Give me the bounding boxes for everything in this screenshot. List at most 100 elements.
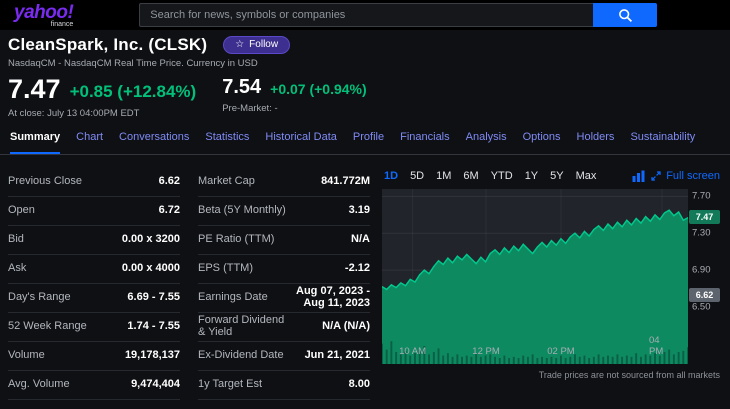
tab-bar: Summary Chart Conversations Statistics Histo… bbox=[0, 122, 730, 155]
tab-summary[interactable]: Summary bbox=[10, 131, 60, 154]
stat-row: EPS (TTM) -2.12 bbox=[198, 255, 370, 284]
stats-right: Market Cap841.772MBeta (5Y Monthly)3.19P… bbox=[198, 168, 370, 400]
stat-row: 1y Target Est 8.00 bbox=[198, 371, 370, 400]
tab-historical-data[interactable]: Historical Data bbox=[265, 131, 337, 154]
exchange-info: NasdaqCM - NasdaqCM Real Time Price. Cur… bbox=[8, 58, 730, 71]
range-1m[interactable]: 1M bbox=[436, 170, 451, 182]
price-chart[interactable]: 10 AM12 PM02 PM04 PM bbox=[382, 189, 688, 364]
stat-label: Forward Dividend & Yield bbox=[198, 315, 294, 338]
fullscreen-icon bbox=[651, 171, 661, 181]
x-axis-tick: 02 PM bbox=[547, 346, 574, 357]
yahoo-logo[interactable]: yahoo! finance bbox=[14, 3, 73, 28]
premarket-change: +0.07 (+0.94%) bbox=[270, 81, 367, 98]
range-5d[interactable]: 5D bbox=[410, 170, 424, 182]
tab-statistics[interactable]: Statistics bbox=[205, 131, 249, 154]
stat-label: PE Ratio (TTM) bbox=[198, 234, 274, 246]
finance-logo-text: finance bbox=[14, 21, 73, 28]
range-1y[interactable]: 1Y bbox=[525, 170, 538, 182]
range-max[interactable]: Max bbox=[576, 170, 597, 182]
quote-header: CleanSpark, Inc. (CLSK) ☆ Follow NasdaqC… bbox=[0, 30, 730, 120]
stat-value: -2.12 bbox=[345, 263, 370, 275]
range-6m[interactable]: 6M bbox=[463, 170, 478, 182]
stat-value: 0.00 x 4000 bbox=[122, 263, 180, 275]
stat-row: PE Ratio (TTM) N/A bbox=[198, 226, 370, 255]
x-axis-tick: 10 AM bbox=[399, 346, 426, 357]
chart-y-axis: 7.707.477.306.906.626.50 bbox=[688, 189, 722, 364]
tab-options[interactable]: Options bbox=[523, 131, 561, 154]
stat-value: 841.772M bbox=[321, 176, 370, 188]
premarket-price: 7.54 bbox=[222, 77, 261, 98]
stat-row: Ex-Dividend DateJun 21, 2021 bbox=[198, 342, 370, 371]
range-selector: 1D 5D 1M 6M YTD 1Y 5Y Max bbox=[384, 170, 596, 182]
y-axis-tick: 6.50 bbox=[692, 301, 711, 312]
stat-label: Previous Close bbox=[8, 176, 82, 188]
y-axis-tick: 7.30 bbox=[692, 227, 711, 238]
chart-footnote: Trade prices are not sourced from all ma… bbox=[382, 370, 722, 380]
stat-label: EPS (TTM) bbox=[198, 263, 253, 275]
range-ytd[interactable]: YTD bbox=[491, 170, 513, 182]
stat-label: Bid bbox=[8, 234, 24, 246]
stat-label: Day's Range bbox=[8, 292, 71, 304]
stat-value: Aug 07, 2023 - Aug 11, 2023 bbox=[278, 286, 370, 309]
stat-row: Forward Dividend & YieldN/A (N/A) bbox=[198, 313, 370, 342]
fullscreen-label: Full screen bbox=[666, 170, 720, 182]
stat-label: Market Cap bbox=[198, 176, 255, 188]
tab-analysis[interactable]: Analysis bbox=[466, 131, 507, 154]
fullscreen-button[interactable]: Full screen bbox=[651, 170, 720, 182]
stat-label: Beta (5Y Monthly) bbox=[198, 205, 286, 217]
stat-row: Day's Range 6.69 - 7.55 bbox=[8, 284, 180, 313]
price-section: 7.47 +0.85 (+12.84%) At close: July 13 0… bbox=[8, 77, 730, 120]
y-axis-tick: 6.90 bbox=[692, 264, 711, 275]
stat-row: Previous Close6.62 bbox=[8, 168, 180, 197]
y-axis-tick: 7.70 bbox=[692, 191, 711, 202]
tab-financials[interactable]: Financials bbox=[400, 131, 450, 154]
range-5y[interactable]: 5Y bbox=[550, 170, 563, 182]
stat-row: Volume19,178,137 bbox=[8, 342, 180, 371]
search-input[interactable] bbox=[139, 3, 593, 27]
chart-toolbar: 1D 5D 1M 6M YTD 1Y 5Y Max Full screen bbox=[382, 168, 722, 189]
quote-summary: Previous Close6.62 Open 6.72 Bid 0.00 x 3200… bbox=[0, 155, 730, 400]
stat-value: 0.00 x 3200 bbox=[122, 234, 180, 246]
stat-row: Avg. Volume 9,474,404 bbox=[8, 371, 180, 400]
search-icon bbox=[618, 8, 633, 23]
tab-profile[interactable]: Profile bbox=[353, 131, 384, 154]
key-statistics: Previous Close6.62 Open 6.72 Bid 0.00 x 3200… bbox=[8, 168, 370, 400]
stat-row: Beta (5Y Monthly)3.19 bbox=[198, 197, 370, 226]
search-button[interactable] bbox=[593, 3, 657, 27]
stat-label: Open bbox=[8, 205, 35, 217]
regular-market-block: 7.47 +0.85 (+12.84%) At close: July 13 0… bbox=[8, 77, 196, 120]
stat-row: 52 Week Range 1.74 - 7.55 bbox=[8, 313, 180, 342]
stat-row: Earnings Date Aug 07, 2023 - Aug 11, 2023 bbox=[198, 284, 370, 313]
stat-label: Ask bbox=[8, 263, 26, 275]
top-navigation-bar: yahoo! finance bbox=[0, 0, 730, 30]
stat-value: 1.74 - 7.55 bbox=[127, 321, 180, 333]
price-badge: 7.47 bbox=[689, 210, 720, 224]
tab-chart[interactable]: Chart bbox=[76, 131, 103, 154]
company-name: CleanSpark, Inc. (CLSK) bbox=[8, 35, 207, 55]
yahoo-logo-text: yahoo! bbox=[14, 3, 73, 22]
follow-button[interactable]: ☆ Follow bbox=[223, 36, 290, 54]
stat-value: 19,178,137 bbox=[125, 350, 180, 362]
stat-label: 52 Week Range bbox=[8, 321, 87, 333]
search-bar bbox=[139, 3, 657, 27]
chart-panel: 1D 5D 1M 6M YTD 1Y 5Y Max Full screen 10 AM12 P… bbox=[382, 168, 722, 400]
premarket-label: Pre-Market: - bbox=[222, 103, 366, 115]
range-1d[interactable]: 1D bbox=[384, 170, 398, 182]
stat-label: Avg. Volume bbox=[8, 379, 70, 391]
stats-left: Previous Close6.62 Open 6.72 Bid 0.00 x 3200… bbox=[8, 168, 180, 400]
stat-value: 6.72 bbox=[159, 205, 180, 217]
stat-label: Earnings Date bbox=[198, 292, 268, 304]
tab-sustainability[interactable]: Sustainability bbox=[630, 131, 695, 154]
stat-value: N/A bbox=[351, 234, 370, 246]
at-close-time: At close: July 13 04:00PM EDT bbox=[8, 108, 196, 120]
chart-type-icon[interactable] bbox=[632, 170, 645, 182]
intraday-chart: 10 AM12 PM02 PM04 PM 7.707.477.306.906.6… bbox=[382, 189, 722, 364]
current-price: 7.47 bbox=[8, 77, 61, 103]
tab-conversations[interactable]: Conversations bbox=[119, 131, 189, 154]
stat-value: 9,474,404 bbox=[131, 379, 180, 391]
stat-label: 1y Target Est bbox=[198, 379, 262, 391]
stat-value: 6.69 - 7.55 bbox=[127, 292, 180, 304]
tab-holders[interactable]: Holders bbox=[577, 131, 615, 154]
price-change: +0.85 (+12.84%) bbox=[70, 82, 197, 103]
stat-value: 8.00 bbox=[349, 379, 370, 391]
